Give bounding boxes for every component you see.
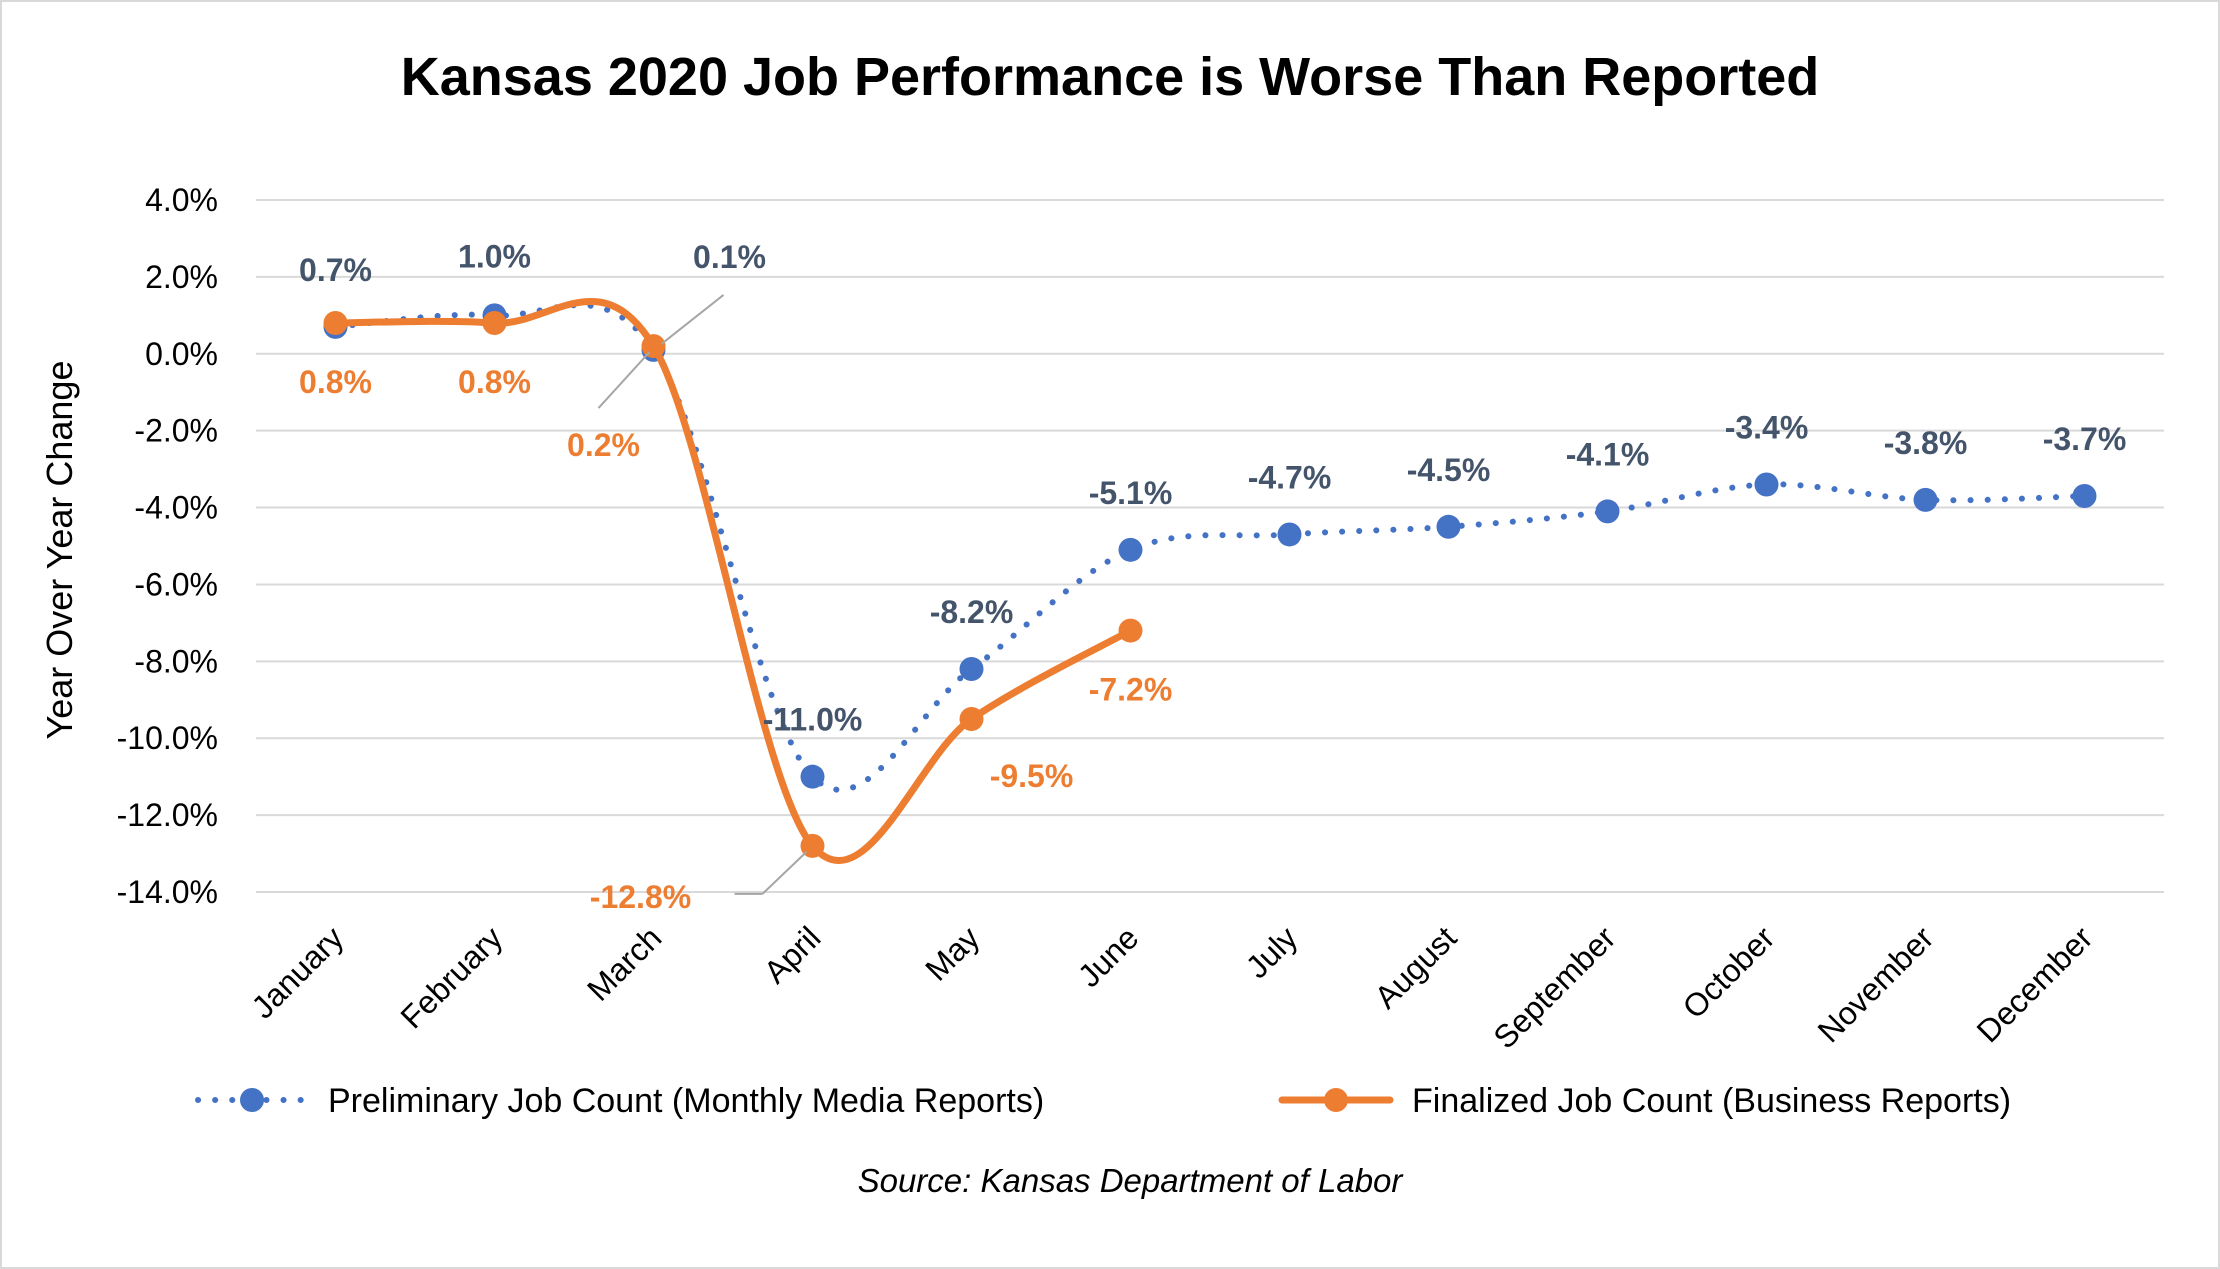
data-label-finalized: -7.2% [1089, 672, 1173, 708]
y-tick-label: -14.0% [117, 874, 218, 910]
data-point-finalized [482, 311, 507, 336]
data-point-preliminary [1118, 537, 1143, 562]
x-tick-label: July [1239, 919, 1305, 985]
series-layer [323, 298, 2097, 864]
data-point-preliminary [800, 764, 825, 789]
data-point-finalized [641, 334, 666, 359]
y-tick-label: -8.0% [134, 643, 218, 679]
data-point-finalized [1118, 618, 1143, 643]
data-label-finalized: 0.2% [567, 427, 640, 463]
data-label-preliminary: -3.8% [1884, 425, 1968, 461]
data-label-preliminary: -3.4% [1725, 409, 1809, 445]
legend-label-preliminary: Preliminary Job Count (Monthly Media Rep… [328, 1082, 1044, 1120]
data-label-preliminary: 1.0% [458, 238, 531, 274]
data-label-preliminary: 0.7% [299, 252, 372, 288]
data-label-preliminary: -8.2% [930, 594, 1014, 630]
x-tick-labels: January February March April May June July Augu… [244, 919, 2099, 1055]
y-tick-label: -10.0% [117, 720, 218, 756]
data-label-preliminary: -11.0% [763, 702, 863, 738]
series-line-preliminary [332, 302, 2088, 793]
y-tick-label: -4.0% [134, 490, 218, 526]
y-tick-label: -6.0% [134, 566, 218, 602]
legend-dot-finalized [1324, 1088, 1348, 1112]
x-tick-label: August [1368, 919, 1464, 1015]
y-tick-label: 4.0% [145, 182, 218, 218]
data-point-finalized [323, 311, 348, 336]
data-point-preliminary [1913, 487, 1938, 512]
data-label-preliminary: -4.5% [1407, 452, 1491, 488]
gridlines [256, 199, 2164, 893]
leader-line [761, 851, 808, 895]
data-label-finalized: 0.8% [299, 364, 372, 400]
y-tick-label: 2.0% [145, 259, 218, 295]
data-point-preliminary [1436, 514, 1461, 539]
legend: Preliminary Job Count (Monthly Media Rep… [195, 1082, 2011, 1120]
legend-dot-preliminary [240, 1088, 264, 1112]
data-point-preliminary [2072, 484, 2097, 509]
x-tick-label: September [1486, 919, 1622, 1055]
label-leader-lines [597, 294, 808, 895]
data-label-preliminary: -5.1% [1089, 475, 1173, 511]
leader-line [597, 351, 651, 409]
y-tick-label: -2.0% [134, 413, 218, 449]
x-tick-label: March [580, 919, 668, 1007]
x-tick-label: November [1811, 919, 1941, 1049]
y-tick-label: -12.0% [117, 797, 218, 833]
x-tick-label: April [757, 919, 828, 990]
x-tick-label: December [1970, 919, 2100, 1049]
y-tick-labels: 4.0% 2.0% 0.0% -2.0% -4.0% -6.0% -8.0% -10.0% -1… [117, 182, 218, 910]
x-tick-label: October [1676, 919, 1782, 1025]
y-axis-label: Year Over Year Change [39, 361, 80, 740]
y-tick-label: 0.0% [145, 336, 218, 372]
data-point-finalized [959, 707, 984, 731]
data-point-preliminary [959, 657, 984, 682]
data-label-finalized: 0.8% [458, 364, 531, 400]
data-label-finalized: -12.8% [590, 879, 691, 915]
data-label-finalized: -9.5% [990, 758, 1074, 794]
data-point-preliminary [1595, 499, 1620, 524]
data-point-preliminary [1754, 472, 1779, 497]
x-tick-label: June [1071, 919, 1146, 994]
x-tick-label: February [393, 919, 509, 1035]
data-label-preliminary: 0.1% [693, 239, 766, 275]
data-label-preliminary: -4.7% [1248, 459, 1332, 495]
data-label-preliminary: -4.1% [1566, 436, 1650, 472]
legend-label-finalized: Finalized Job Count (Business Reports) [1412, 1082, 2011, 1120]
data-point-preliminary [1277, 522, 1302, 547]
data-labels: 0.7% 1.0% 0.1% -11.0% -8.2% -5.1% -4.7% -4.5% -4… [299, 238, 2126, 915]
x-tick-label: May [918, 919, 986, 987]
leader-line [660, 294, 725, 345]
chart-title: Kansas 2020 Job Performance is Worse Tha… [401, 47, 1820, 107]
data-label-preliminary: -3.7% [2043, 421, 2127, 457]
source-note: Source: Kansas Department of Labor [858, 1162, 1405, 1199]
x-tick-label: January [244, 919, 350, 1025]
